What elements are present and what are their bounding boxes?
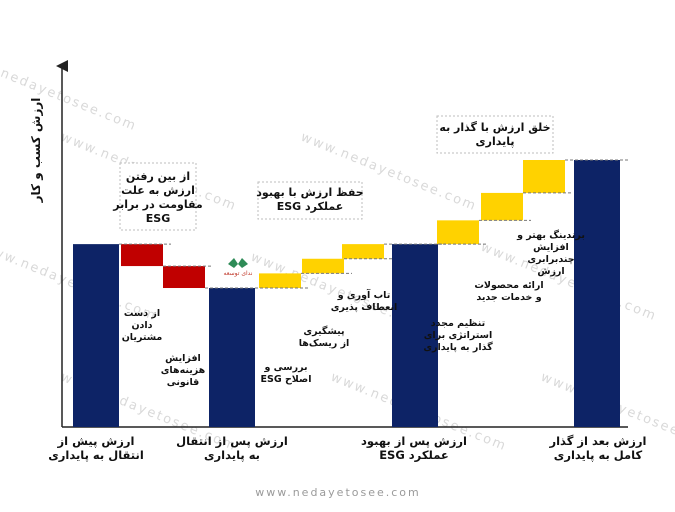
step-label: استراتژی برای bbox=[424, 330, 493, 341]
step-label: ارائه محصولات bbox=[474, 280, 543, 291]
total-bar bbox=[574, 160, 620, 427]
step-label: و خدمات جدید bbox=[476, 292, 541, 303]
total-bar bbox=[73, 244, 119, 427]
increase-bar bbox=[302, 258, 344, 274]
step-label: گذار به پایداری bbox=[423, 341, 493, 353]
callout-text: ESG bbox=[146, 212, 170, 225]
callout-text: خلق ارزش با گذار به bbox=[439, 121, 550, 134]
callout-box-1 bbox=[119, 162, 197, 231]
step-label: بررسی و bbox=[263, 362, 307, 373]
footer-url: www.nedayetosee.com bbox=[255, 486, 421, 499]
increase-bar bbox=[437, 220, 479, 245]
x-axis-label: به پایداری bbox=[204, 448, 260, 462]
step-label: هزینه‌های bbox=[161, 365, 206, 376]
increase-bar bbox=[523, 160, 565, 193]
increase-bar bbox=[342, 244, 384, 259]
logo-text: ندای توسعه bbox=[224, 270, 253, 277]
step-label: افزایش bbox=[165, 353, 201, 364]
callout-text: حفظ ارزش با بهبود bbox=[256, 186, 363, 199]
callout-box-3 bbox=[436, 115, 554, 154]
callout-text: ارزش به علت bbox=[121, 184, 195, 197]
step-label: برندینگ بهتر و bbox=[516, 229, 585, 241]
logo: ندای توسعه bbox=[224, 258, 253, 277]
step-label: مشتریان bbox=[122, 332, 163, 343]
decrease-bar bbox=[121, 244, 163, 267]
step-label: پیشگیری bbox=[303, 325, 344, 337]
step-label: قانونی bbox=[167, 377, 200, 388]
callout-text: مقاومت در برابر bbox=[112, 198, 203, 211]
total-bar bbox=[209, 288, 255, 427]
x-axis-label: عملکرد ESG bbox=[379, 448, 449, 462]
callout-text: پایداری bbox=[476, 135, 515, 148]
step-label: چندبرابری bbox=[527, 254, 574, 265]
callout-text: از بین رفتن bbox=[126, 170, 190, 183]
increase-bar bbox=[259, 273, 301, 289]
callout-text: عملکرد ESG bbox=[277, 200, 344, 213]
step-label: تنظیم مجدد bbox=[431, 318, 485, 329]
logo-icon bbox=[228, 258, 248, 268]
total-bar bbox=[392, 244, 438, 427]
step-label: دادن bbox=[131, 320, 152, 331]
x-axis-label: کامل به پایداری bbox=[554, 448, 643, 462]
x-axis-label: ارزش پیش از bbox=[57, 434, 135, 448]
step-label: انعطاف پذیری bbox=[331, 302, 398, 313]
decrease-bar bbox=[163, 266, 205, 289]
step-label: از ریسک‌ها bbox=[299, 338, 350, 349]
x-axis-label: انتقال به پایداری bbox=[48, 448, 144, 462]
step-label: ارزش bbox=[537, 266, 564, 277]
x-axis-label: ارزش بعد از گذار bbox=[549, 434, 647, 448]
y-axis-label: ارزش کسب و کار bbox=[29, 98, 44, 204]
x-axis-label: ارزش پس از انتقال bbox=[176, 434, 288, 448]
step-label: اصلاح ESG bbox=[261, 374, 312, 385]
watermark-text: www.nedayetosee.com bbox=[0, 50, 139, 135]
x-axis-label: ارزش پس از بهبود bbox=[361, 434, 467, 449]
step-label: افزایش bbox=[533, 242, 569, 253]
step-label: از دست bbox=[124, 308, 160, 319]
step-label: تاب آوری و bbox=[337, 288, 391, 301]
bars-layer bbox=[73, 160, 620, 427]
increase-bar bbox=[481, 192, 523, 221]
connectors-layer bbox=[119, 159, 628, 289]
callout-box-2 bbox=[257, 181, 363, 220]
step-labels-layer: از دستدادنمشتریانافزایشهزینه‌هایقانونیبر… bbox=[122, 229, 585, 388]
